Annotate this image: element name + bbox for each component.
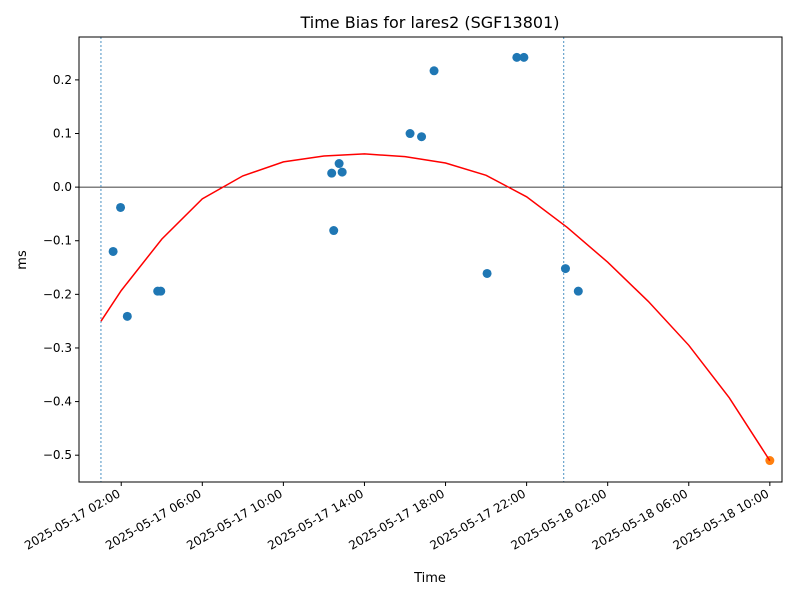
y-tick-label-5: −0.3 bbox=[43, 341, 72, 355]
plot-frame bbox=[78, 36, 783, 483]
data-point-s0-14 bbox=[519, 52, 529, 62]
data-point-s0-4 bbox=[156, 286, 166, 296]
y-axis-ticks: 0.2 0.1 0.0 −0.1 −0.2 −0.3 −0.4 −0.5 bbox=[43, 73, 79, 462]
data-point-s0-11 bbox=[429, 66, 439, 76]
y-tick-label-1: 0.1 bbox=[53, 127, 72, 141]
plot-area bbox=[79, 37, 782, 482]
data-point-s0-9 bbox=[405, 129, 415, 139]
data-point-s0-16 bbox=[573, 286, 583, 296]
data-point-s0-10 bbox=[417, 132, 427, 142]
y-axis-title: ms bbox=[15, 250, 30, 270]
y-tick-label-0: 0.2 bbox=[53, 73, 72, 87]
data-point-s0-7 bbox=[334, 159, 344, 169]
data-point-s0-8 bbox=[337, 167, 347, 177]
x-axis-title: Time bbox=[413, 571, 446, 586]
y-tick-label-2: 0.0 bbox=[53, 180, 72, 194]
data-point-s0-12 bbox=[482, 268, 492, 278]
y-tick-label-6: −0.4 bbox=[43, 395, 72, 409]
data-point-s0-6 bbox=[329, 226, 339, 236]
y-tick-label-3: −0.1 bbox=[43, 234, 72, 248]
data-point-s0-15 bbox=[560, 264, 570, 274]
chart-title: Time Bias for lares2 (SGF13801) bbox=[299, 13, 559, 32]
data-point-s0-5 bbox=[327, 168, 337, 178]
data-point-s0-2 bbox=[122, 311, 132, 321]
data-point-s0-1 bbox=[116, 202, 126, 212]
data-point-s0-13 bbox=[512, 52, 522, 62]
y-tick-label-7: −0.5 bbox=[43, 448, 72, 462]
data-point-s0-0 bbox=[108, 246, 118, 256]
fit-curve bbox=[100, 153, 771, 462]
y-tick-label-4: −0.2 bbox=[43, 287, 72, 301]
